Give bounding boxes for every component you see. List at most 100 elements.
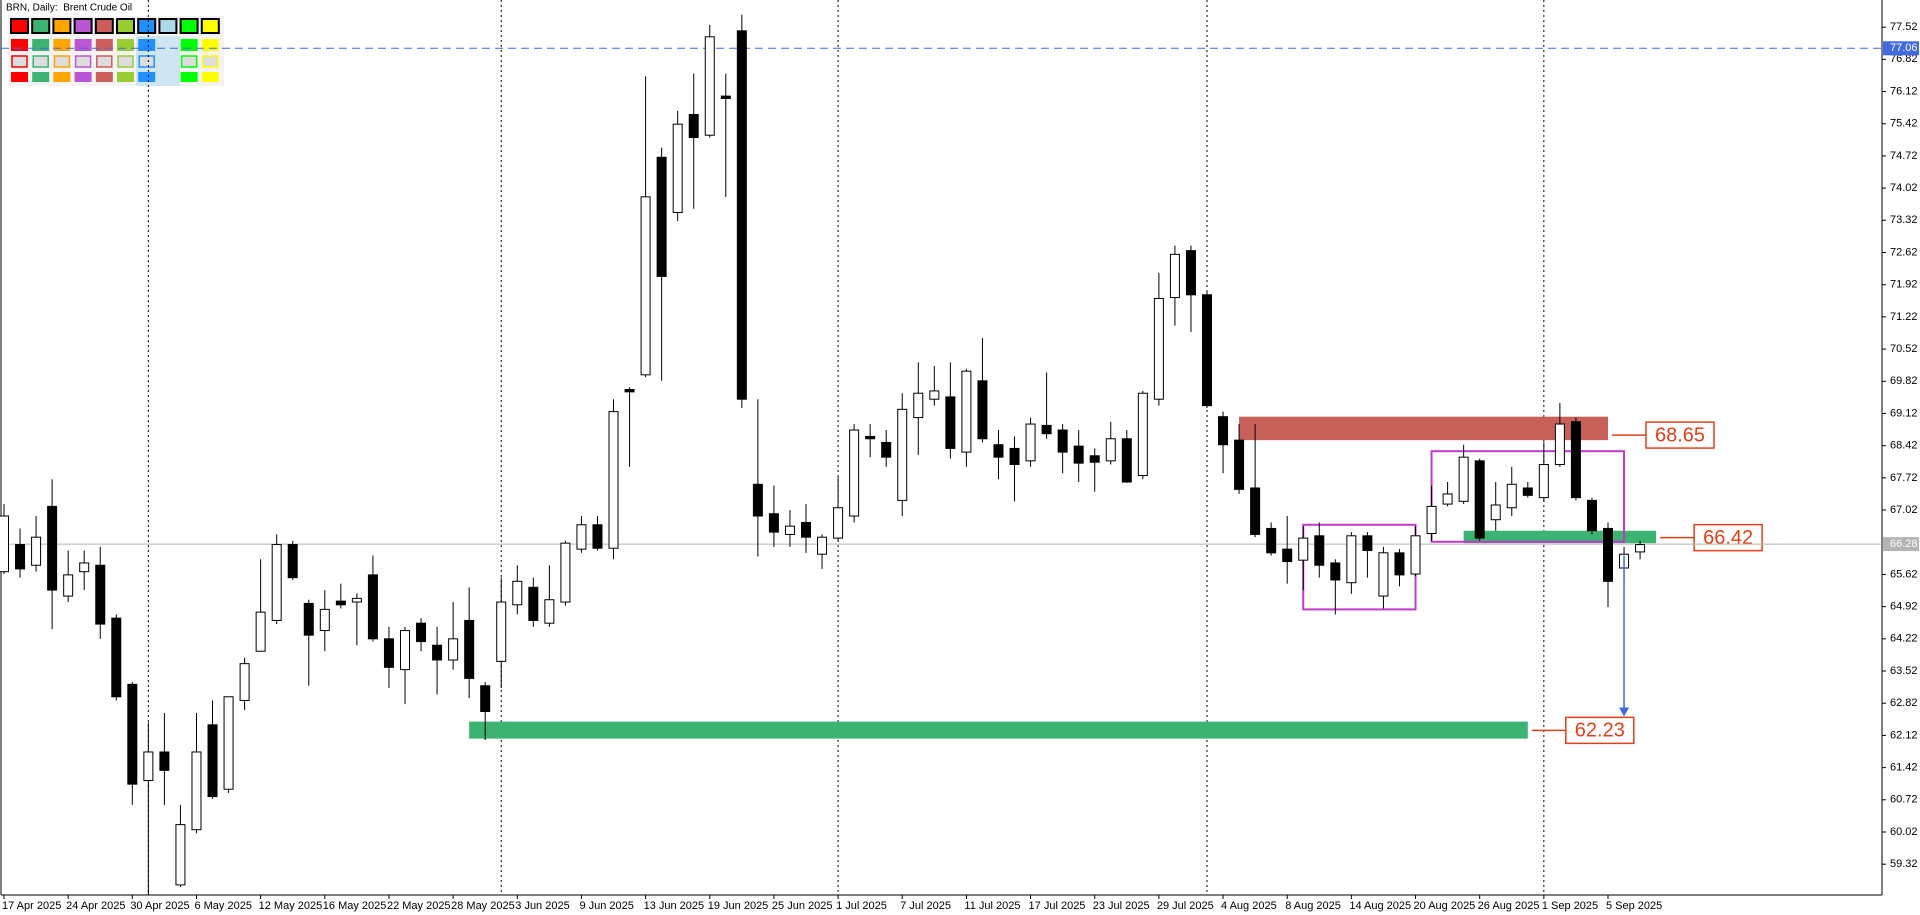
palette-swatch [117,55,134,68]
palette-swatch [32,39,50,51]
x-tick-label: 26 Aug 2025 [1478,900,1540,912]
candle-body [63,574,74,597]
y-tick-label: 59.32 [1890,858,1918,870]
x-tick-label: 4 Aug 2025 [1221,900,1277,912]
candle-body [656,156,667,277]
palette-swatch [32,55,49,68]
palette-swatch [201,39,219,51]
y-tick-label: 71.22 [1890,311,1918,323]
palette-swatch [180,39,198,51]
candle-body [1458,456,1469,502]
x-tick-label: 23 Jul 2025 [1093,900,1150,912]
candle-body [945,396,956,449]
y-tick-label: 61.42 [1890,762,1918,774]
price-label: 66.28 [1890,538,1918,550]
candle-body [335,600,346,606]
palette-swatch [116,18,135,34]
candle-body [1169,253,1180,299]
candle-body [432,644,443,661]
candle-body [1009,447,1020,466]
candle-body [1314,535,1325,566]
candle-body [351,597,362,603]
candle-body [95,564,106,625]
candle-body [1073,445,1084,464]
y-tick-label: 64.22 [1890,633,1918,645]
y-tick-label: 73.32 [1890,214,1918,226]
candle-body [1378,552,1389,597]
candle-body [448,638,459,661]
candle-body [833,507,844,539]
candle-body [1570,421,1581,499]
y-tick-label: 71.92 [1890,279,1918,291]
y-tick-label: 75.42 [1890,118,1918,130]
candle-body [768,513,779,533]
candle-body [15,544,26,570]
y-tick-label: 74.02 [1890,182,1918,194]
candle-body [1089,455,1100,463]
candle-body [480,685,491,712]
candle-body [929,390,940,400]
candle-body [1137,392,1148,477]
level-label-box [1693,523,1763,552]
y-tick-label: 67.02 [1890,504,1918,516]
candle-body [1490,504,1501,521]
candle-body [977,380,988,440]
candle-body [1362,535,1373,552]
candle-body [79,562,90,573]
color-palette [8,16,224,86]
candle-body [319,608,330,632]
candle-body [817,536,828,555]
palette-swatch [200,18,220,34]
level-label-box [1565,716,1635,745]
candle-body [544,599,555,624]
candle-body [303,602,314,636]
candle-body [993,444,1004,458]
x-tick-label: 20 Aug 2025 [1414,900,1476,912]
candle-body [1538,464,1549,499]
candle-body [1121,438,1132,483]
palette-swatch [74,55,92,68]
candle-body [271,544,282,621]
y-tick-label: 74.72 [1890,150,1918,162]
palette-swatch [138,72,156,82]
candle-body [1635,544,1646,553]
palette-swatch [117,39,134,51]
candle-body [1266,527,1277,554]
price-label-box [1883,41,1919,56]
candle-body [1250,487,1261,535]
palette-swatch [138,39,156,51]
candle-body [1041,424,1052,435]
candle-body [255,611,266,652]
zone [469,721,1528,739]
y-tick-label: 68.42 [1890,440,1918,452]
candle-body [1442,493,1453,505]
x-tick-label: 16 May 2025 [323,900,387,912]
x-tick-label: 14 Aug 2025 [1349,900,1411,912]
level-label: 62.23 [1575,720,1625,742]
x-tick-label: 28 May 2025 [451,900,515,912]
palette-swatch [52,18,72,34]
level-label: 68.65 [1655,424,1705,446]
palette-swatch [117,72,134,82]
candle-body [512,580,523,606]
candle-body [1282,548,1293,563]
palette-swatch [53,39,71,51]
candle-body [1025,423,1036,462]
price-label: 77.06 [1890,42,1918,54]
palette-swatch [31,18,51,34]
x-tick-label: 13 Jun 2025 [644,900,705,912]
candle-body [801,521,811,538]
palette-swatch [74,39,92,51]
candle-body [1153,297,1164,400]
x-tick-label: 17 Apr 2025 [2,900,61,912]
x-tick-label: 22 May 2025 [387,900,451,912]
candle-body [1330,562,1341,581]
candle-body [287,544,298,579]
x-tick-label: 29 Jul 2025 [1157,900,1214,912]
palette-swatch [179,18,199,34]
candle-body [127,683,138,785]
candle-body [1185,250,1196,296]
candle-body [1202,294,1212,407]
